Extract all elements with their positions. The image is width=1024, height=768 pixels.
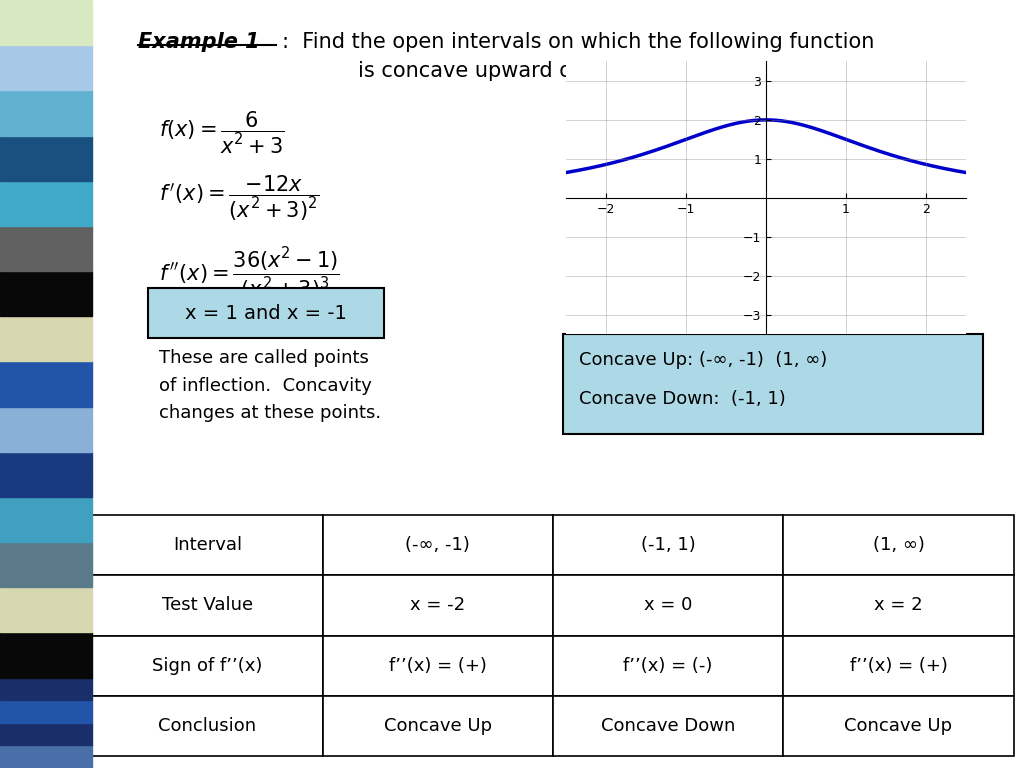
FancyBboxPatch shape: [148, 288, 384, 338]
Text: Example 1: Example 1: [138, 32, 260, 52]
Text: These are called points
of inflection.  Concavity
changes at these points.: These are called points of inflection. C…: [159, 349, 381, 422]
FancyBboxPatch shape: [563, 334, 983, 434]
Text: :  Find the open intervals on which the following function: : Find the open intervals on which the f…: [282, 32, 873, 52]
Text: Concave Up: (-∞, -1)  (1, ∞): Concave Up: (-∞, -1) (1, ∞): [579, 351, 826, 369]
Text: is concave upward or concave downward.: is concave upward or concave downward.: [358, 61, 796, 81]
Text: x = 1 and x = -1: x = 1 and x = -1: [185, 304, 347, 323]
Text: $f\,'(x) = \dfrac{-12x}{(x^2+3)^2}$: $f\,'(x) = \dfrac{-12x}{(x^2+3)^2}$: [159, 174, 319, 223]
Text: $f(x) = \dfrac{6}{x^2+3}$: $f(x) = \dfrac{6}{x^2+3}$: [159, 110, 285, 156]
Text: Concave Down:  (-1, 1): Concave Down: (-1, 1): [579, 390, 785, 408]
Text: $f\,''(x) = \dfrac{36(x^2-1)}{(x^2+3)^3}$: $f\,''(x) = \dfrac{36(x^2-1)}{(x^2+3)^3}…: [159, 246, 340, 303]
